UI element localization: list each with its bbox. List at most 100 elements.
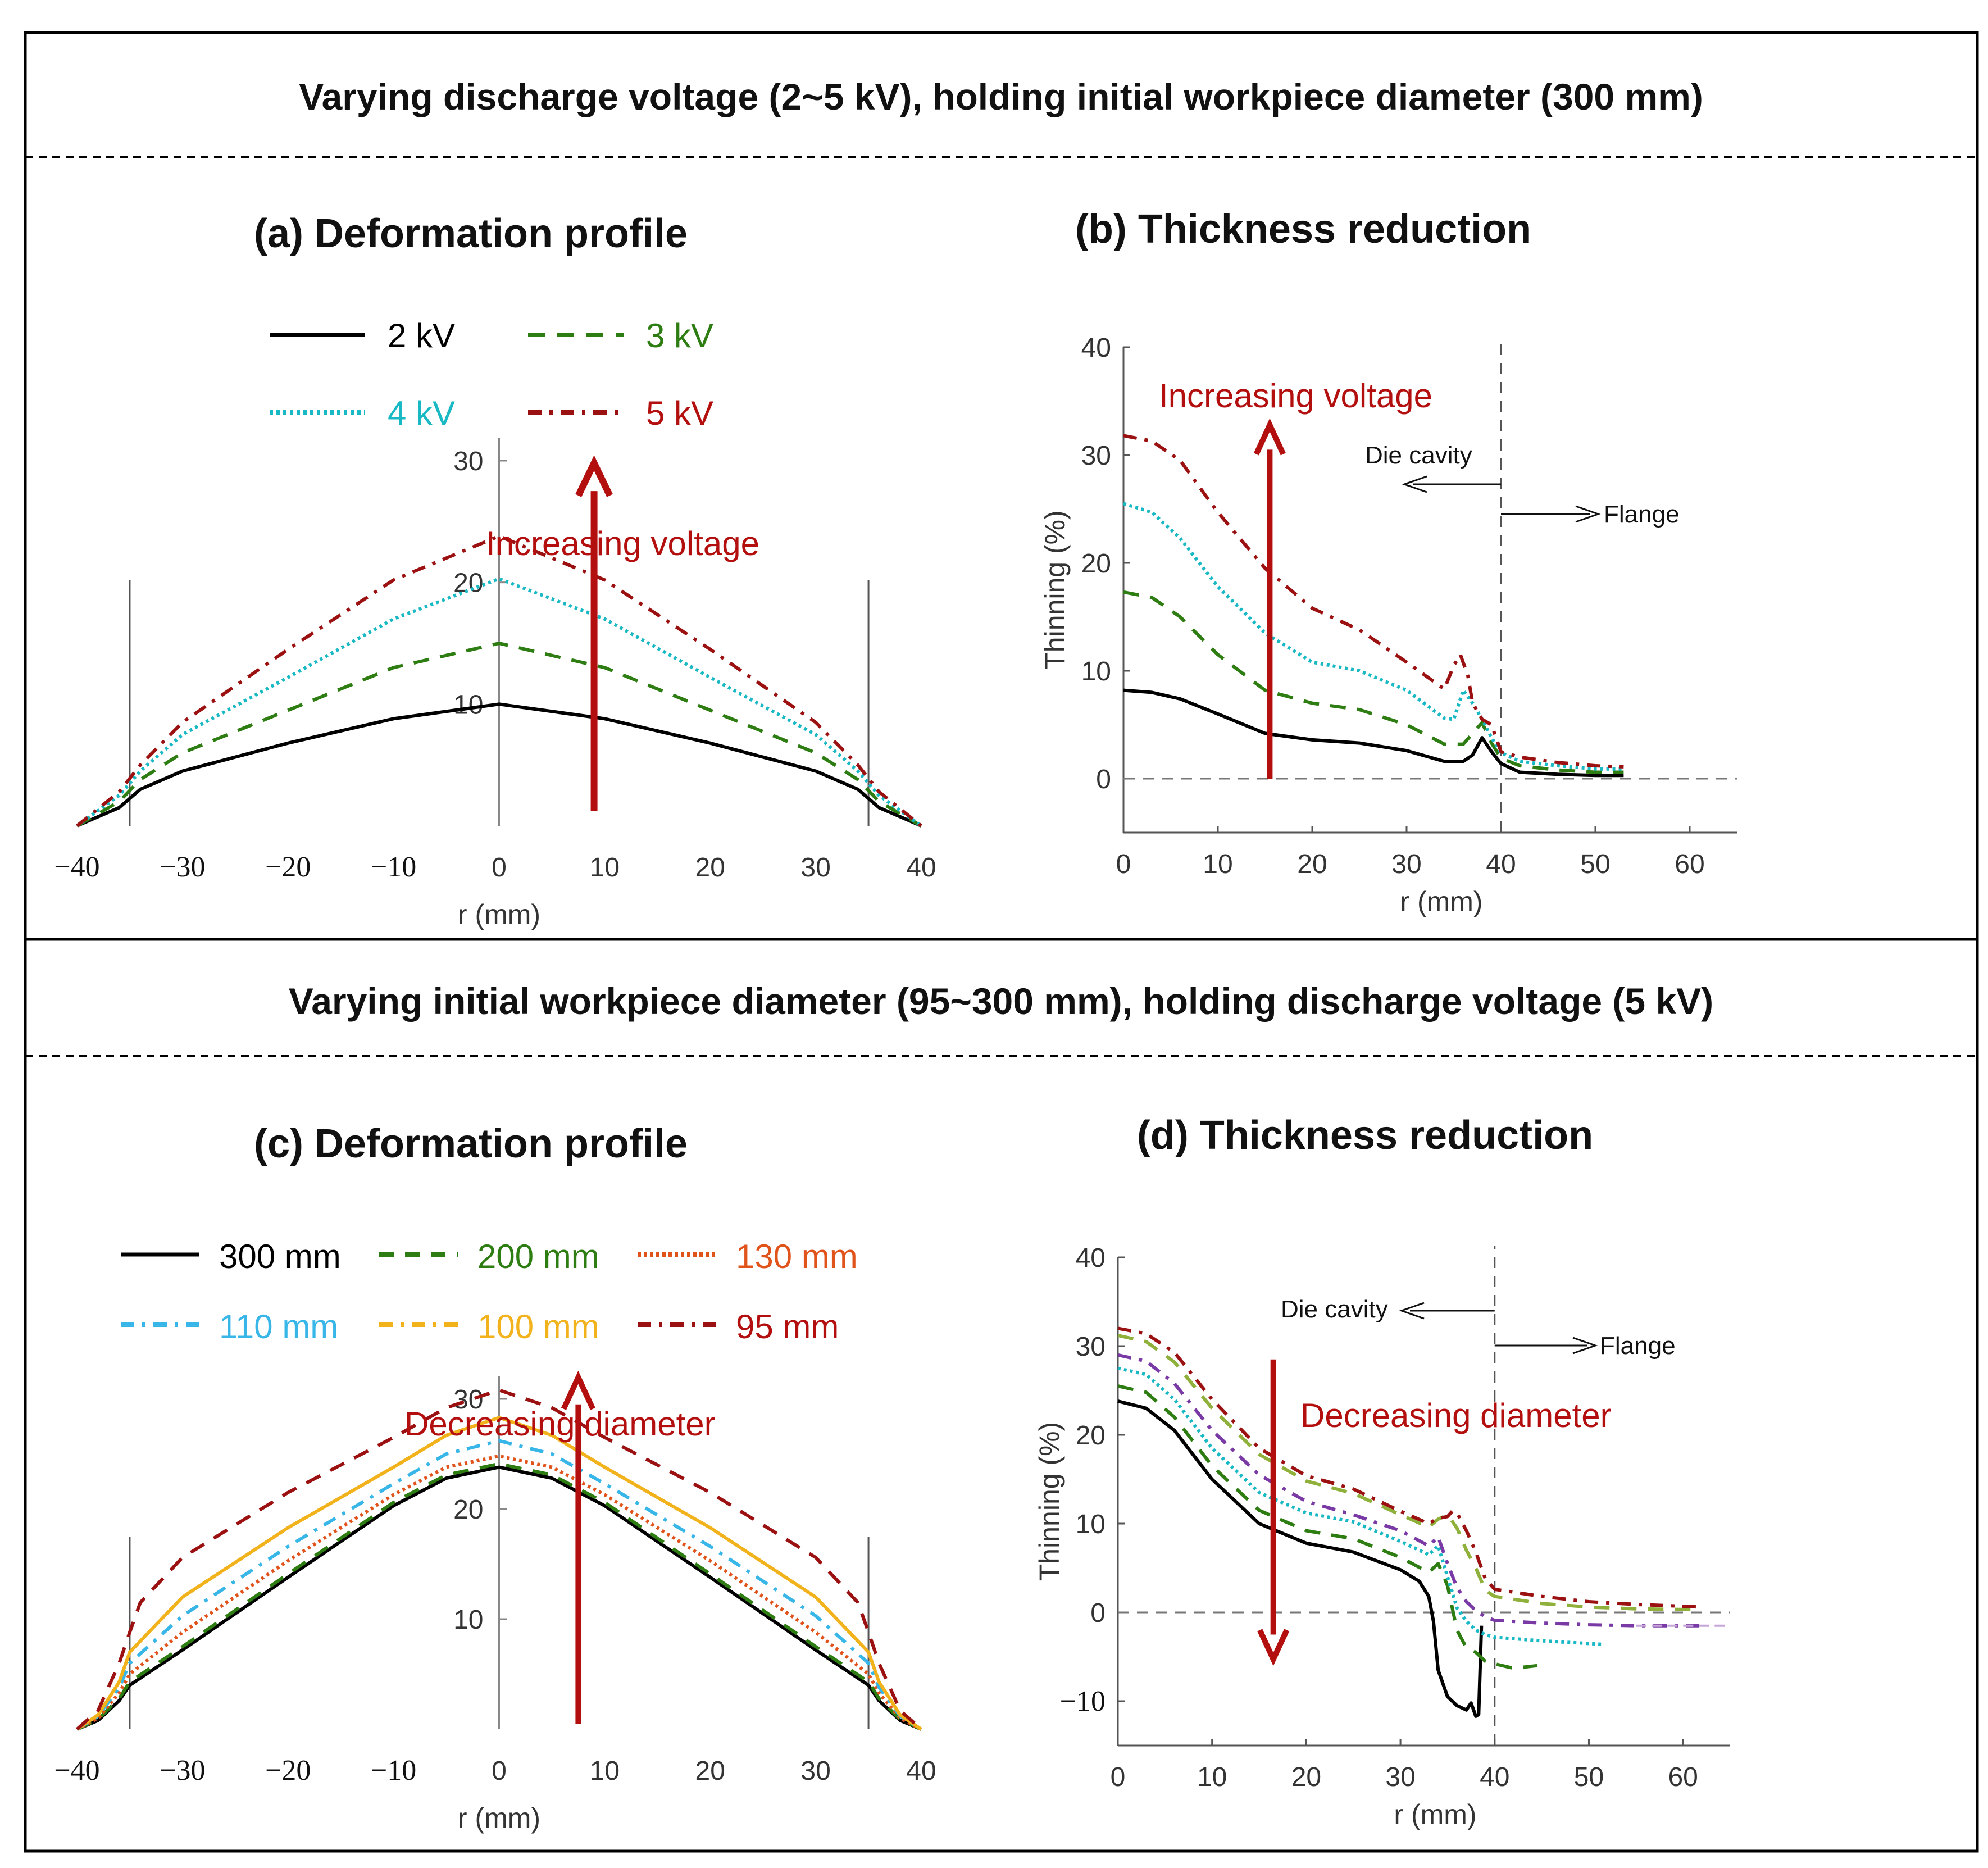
series-line-c-4 [76, 1416, 922, 1731]
x-tick-label-a: 0 [492, 853, 507, 883]
x-tick-label-c: 20 [695, 1756, 725, 1786]
y-tick-label-b: 0 [1096, 765, 1111, 794]
x-axis-label-a: r (mm) [458, 899, 540, 930]
y-tick-label-a: 30 [453, 447, 483, 476]
legend-a-label-4kv: 4 kV [388, 394, 455, 432]
trend-annotation-a: Increasing voltage [486, 525, 759, 562]
flange-label-d: Flange [1600, 1332, 1676, 1360]
y-tick-label-d: 10 [1076, 1510, 1106, 1539]
series-line-a-2 [76, 577, 922, 828]
x-axis-label-d: r (mm) [1394, 1799, 1476, 1830]
series-line-c-1 [76, 1462, 922, 1731]
series-line-b-0 [1123, 688, 1624, 778]
legend-c-label-110: 110 mm [219, 1308, 338, 1346]
y-tick-label-b: 40 [1081, 333, 1111, 363]
x-tick-label-c: 30 [800, 1756, 830, 1786]
x-tick-label-a: −30 [160, 851, 205, 883]
trend-annotation-b: Increasing voltage [1159, 377, 1432, 415]
x-tick-label-d: 0 [1111, 1762, 1126, 1792]
y-axis-label-b: Thinning (%) [1039, 510, 1071, 669]
series-line-c-5 [76, 1388, 922, 1731]
series-line-d-3 [1117, 1353, 1702, 1628]
chart-c: 10 20 30 −40 −30 −20 −10 0 10 20 30 40 r (mm) Decreas… [54, 1370, 936, 1834]
trend-arrow-head-c [561, 1370, 595, 1410]
legend-a-label-3kv: 3 kV [646, 317, 713, 354]
legend-c-label-130: 130 mm [736, 1238, 858, 1275]
panel-a-title: (a) Deformation profile [254, 211, 688, 256]
x-tick-label-c: 0 [492, 1756, 507, 1786]
legend-a: 2 kV 3 kV 4 kV 5 kV [270, 317, 713, 432]
y-tick-label-c: 20 [453, 1495, 483, 1525]
y-tick-label-b: 10 [1081, 657, 1111, 687]
y-tick-label-b: 30 [1081, 441, 1111, 471]
legend-c-label-100: 100 mm [477, 1308, 599, 1346]
trend-arrow-head-b [1253, 418, 1286, 456]
x-tick-label-c: −20 [265, 1755, 311, 1787]
y-axis-label-d: Thinning (%) [1034, 1422, 1065, 1581]
x-tick-label-a: −40 [54, 851, 99, 883]
x-tick-label-a: 10 [590, 853, 620, 883]
panel-b-title: (b) Thickness reduction [1075, 207, 1531, 252]
y-tick-label-d: 0 [1090, 1598, 1106, 1628]
chart-d: −10 0 10 20 30 40 0 10 20 30 40 50 60 r (mm) Thinning … [1034, 1243, 1730, 1830]
trend-arrow-head-a [575, 455, 613, 497]
y-tick-label-c: 30 [453, 1385, 483, 1415]
x-tick-label-c: −30 [160, 1755, 205, 1787]
die-cavity-label-d: Die cavity [1281, 1296, 1388, 1323]
legend-c: 300 mm 200 mm 130 mm 110 mm 100 mm 95 mm [121, 1238, 858, 1346]
x-axis-label-b: r (mm) [1400, 886, 1482, 917]
x-tick-label-c: 40 [906, 1756, 936, 1786]
series-line-a-3 [76, 534, 922, 828]
trend-annotation-c: Decreasing diameter [404, 1405, 716, 1443]
x-tick-label-c: −40 [54, 1755, 99, 1787]
x-tick-label-d: 40 [1480, 1762, 1509, 1792]
x-tick-label-b: 50 [1580, 849, 1610, 879]
y-tick-label-c: 10 [453, 1605, 483, 1635]
legend-a-label-2kv: 2 kV [388, 317, 455, 354]
series-line-d-2 [1117, 1366, 1603, 1646]
x-tick-label-a: −10 [371, 851, 416, 883]
x-axis-label-c: r (mm) [458, 1802, 540, 1834]
die-cavity-label-b: Die cavity [1365, 442, 1472, 469]
y-tick-label-a: 10 [453, 690, 483, 720]
legend-c-label-200: 200 mm [477, 1238, 599, 1275]
x-tick-label-b: 0 [1116, 849, 1131, 879]
x-tick-label-d: 30 [1385, 1762, 1415, 1792]
y-tick-label-d: −10 [1060, 1685, 1106, 1717]
chart-a: 10 20 30 −40 −30 −20 −10 0 10 20 30 40 r (mm) Increas… [54, 438, 936, 930]
y-tick-label-a: 20 [453, 569, 483, 598]
x-tick-label-d: 60 [1668, 1762, 1698, 1792]
x-tick-label-b: 40 [1486, 849, 1516, 879]
legend-c-label-95: 95 mm [736, 1308, 839, 1346]
legend-a-label-5kv: 5 kV [646, 394, 713, 432]
x-tick-label-d: 20 [1291, 1762, 1321, 1792]
x-tick-label-d: 50 [1574, 1762, 1604, 1792]
x-tick-label-d: 10 [1197, 1762, 1227, 1792]
series-line-d-1 [1117, 1384, 1537, 1670]
x-tick-label-a: −20 [265, 851, 311, 883]
x-tick-label-a: 40 [906, 853, 936, 883]
flange-arrowhead-d [1572, 1337, 1598, 1355]
banner-bottom: Varying initial workpiece diameter (95~3… [289, 980, 1713, 1022]
trend-arrow-head-d [1257, 1629, 1290, 1666]
series-line-b-3 [1123, 434, 1624, 769]
legend-c-label-300: 300 mm [219, 1238, 341, 1275]
x-tick-label-a: 20 [695, 853, 725, 883]
y-tick-label-d: 40 [1076, 1243, 1106, 1273]
chart-b: 0 10 20 30 40 0 10 20 30 40 50 60 r (mm) Thinning (%)… [1039, 333, 1737, 917]
panel-c-title: (c) Deformation profile [254, 1121, 688, 1166]
x-tick-label-c: 10 [590, 1756, 620, 1786]
x-tick-label-c: −10 [371, 1755, 416, 1787]
x-tick-label-b: 10 [1203, 849, 1232, 879]
x-tick-label-b: 30 [1391, 849, 1421, 879]
trend-annotation-d: Decreasing diameter [1300, 1397, 1612, 1434]
y-tick-label-b: 20 [1081, 549, 1111, 579]
x-tick-label-b: 20 [1297, 849, 1327, 879]
y-tick-label-d: 30 [1076, 1332, 1106, 1362]
banner-top: Varying discharge voltage (2~5 kV), hold… [299, 76, 1703, 117]
die-cavity-arrowhead-b [1402, 475, 1427, 493]
flange-arrowhead-b [1575, 505, 1601, 523]
series-line-a-0 [76, 702, 922, 828]
die-cavity-arrowhead-d [1399, 1302, 1425, 1320]
